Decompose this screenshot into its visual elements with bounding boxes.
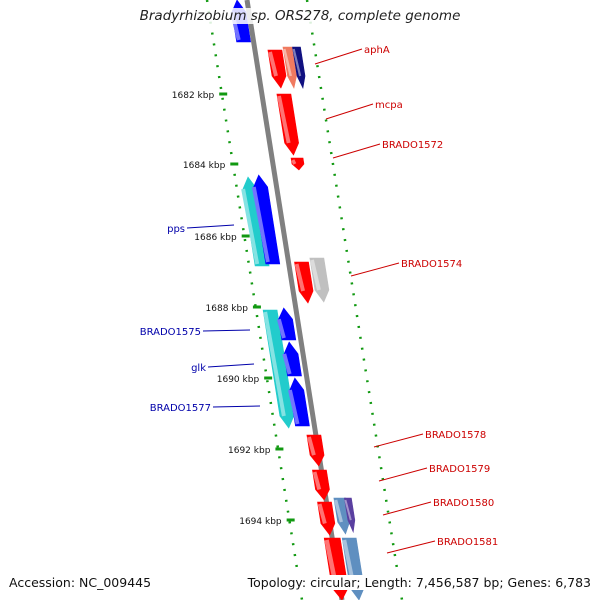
gene-label-leader xyxy=(382,501,432,516)
gene-label-leader xyxy=(378,467,428,482)
gene-label-pps[interactable]: pps xyxy=(167,224,235,235)
gene-aphA-neighbor[interactable] xyxy=(292,46,306,89)
gene-label-BRADO1574[interactable]: BRADO1574 xyxy=(350,259,462,277)
gene-label-text[interactable]: BRADO1580 xyxy=(433,498,494,509)
gene-BRADO1575-cyan[interactable] xyxy=(262,309,295,429)
gene-label-text[interactable]: BRADO1581 xyxy=(437,537,498,548)
gene-label-glk[interactable]: glk xyxy=(191,363,255,374)
gene-label-text[interactable]: glk xyxy=(191,363,206,374)
gene-BRADO1572-highlight xyxy=(291,159,297,165)
gene-aphA-highlight xyxy=(268,51,278,77)
ruler-tick-label: 1682 kbp xyxy=(172,91,215,101)
gene-BRADO1580-neighbor-highlight xyxy=(344,499,352,521)
gene-aphA-partner[interactable] xyxy=(282,46,297,89)
gene-label-BRADO1579[interactable]: BRADO1579 xyxy=(378,464,490,482)
gene-pps-body xyxy=(253,174,281,265)
gene-feature-layer[interactable] xyxy=(230,0,365,600)
gene-BRADO1577-highlight xyxy=(288,389,300,425)
gene-label-leader xyxy=(373,433,424,448)
gene-label-aphA[interactable]: aphA xyxy=(314,45,390,65)
gene-label-leader xyxy=(186,224,235,229)
gene-label-text[interactable]: BRADO1574 xyxy=(401,259,462,270)
gene-BRADO1579[interactable] xyxy=(312,469,330,501)
gene-BRADO1578-highlight xyxy=(307,436,316,456)
gene-label-text[interactable]: pps xyxy=(167,224,185,235)
gene-label-layer[interactable]: aphA mcpa BRADO1572 BRADO1574 BRADO1578 BRADO… xyxy=(140,45,499,554)
gene-mcpa[interactable] xyxy=(276,93,299,156)
guide-line-left xyxy=(205,0,304,600)
gene-BRADO1579-highlight xyxy=(312,471,322,491)
gene-label-text[interactable]: aphA xyxy=(364,45,390,56)
gene-BRADO1580[interactable] xyxy=(317,501,336,536)
gene-label-BRADO1578[interactable]: BRADO1578 xyxy=(373,430,486,448)
accession-text: Accession: NC_009445 xyxy=(9,575,152,590)
gene-BRADO1575-highlight xyxy=(276,318,286,339)
gene-pps-cyan-highlight xyxy=(241,188,260,265)
gene-label-leader xyxy=(325,103,374,120)
gene-BRADO1574[interactable] xyxy=(294,261,314,304)
kbp-ruler: 1682 kbp 1684 kbp 1686 kbp 1688 kbp 1690 kbp… xyxy=(172,91,295,527)
gene-label-BRADO1572[interactable]: BRADO1572 xyxy=(332,140,443,159)
gene-BRADO1577[interactable] xyxy=(288,377,310,427)
genome-backbone xyxy=(244,0,345,600)
ruler-tick-label: 1692 kbp xyxy=(228,446,271,456)
gene-label-mcpa[interactable]: mcpa xyxy=(325,100,403,120)
gene-BRADO1580-highlight xyxy=(317,503,327,524)
gene-glk-highlight xyxy=(282,353,292,375)
gene-label-leader xyxy=(212,405,261,408)
gene-label-text[interactable]: BRADO1575 xyxy=(140,327,201,338)
gene-BRADO1580-partner-highlight xyxy=(334,499,343,523)
gene-label-leader xyxy=(314,48,363,65)
ruler-tick-label: 1688 kbp xyxy=(206,304,249,314)
map-title: Bradyrhizobium sp. ORS278, complete geno… xyxy=(0,8,600,24)
gene-label-leader xyxy=(207,363,255,368)
gene-label-text[interactable]: BRADO1572 xyxy=(382,140,443,151)
gene-label-leader xyxy=(350,262,400,277)
gene-label-BRADO1577[interactable]: BRADO1577 xyxy=(150,403,261,414)
gene-aphA[interactable] xyxy=(267,49,287,89)
gene-glk[interactable] xyxy=(282,341,302,377)
gene-label-BRADO1575[interactable]: BRADO1575 xyxy=(140,327,251,338)
genome-summary-text: Topology: circular; Length: 7,456,587 bp… xyxy=(247,575,591,590)
gene-BRADO1572[interactable] xyxy=(290,157,305,171)
gene-label-BRADO1580[interactable]: BRADO1580 xyxy=(382,498,494,516)
gene-mcpa-highlight xyxy=(277,95,291,144)
ruler-tick-label: 1690 kbp xyxy=(217,375,260,385)
gene-BRADO1575-cyan-highlight xyxy=(263,311,286,417)
gene-pps-highlight xyxy=(251,186,270,263)
gene-label-BRADO1581[interactable]: BRADO1581 xyxy=(386,537,498,554)
dotted-guide-layer xyxy=(205,0,404,600)
gene-label-text[interactable]: mcpa xyxy=(375,100,403,111)
gene-label-leader xyxy=(386,540,436,554)
gene-label-leader xyxy=(202,329,251,332)
gene-BRADO1574-gray[interactable] xyxy=(309,257,330,303)
gene-BRADO1574-gray-highlight xyxy=(310,259,321,291)
gene-aphA-neighbor-highlight xyxy=(292,48,302,77)
gene-label-text[interactable]: BRADO1578 xyxy=(425,430,486,441)
gene-label-leader xyxy=(332,143,381,159)
gene-label-text[interactable]: BRADO1577 xyxy=(150,403,211,414)
gene-label-text[interactable]: BRADO1579 xyxy=(429,464,490,475)
ruler-tick-label: 1686 kbp xyxy=(194,233,237,243)
ruler-tick-label: 1684 kbp xyxy=(183,161,226,171)
guide-line-right xyxy=(305,0,404,600)
gene-BRADO1574-highlight xyxy=(294,263,305,292)
ruler-tick-label: 1694 kbp xyxy=(239,517,282,527)
gene-pps[interactable] xyxy=(251,174,281,265)
gene-BRADO1580-neighbor[interactable] xyxy=(343,497,356,534)
gene-aphA-partner-highlight xyxy=(283,48,293,77)
gene-BRADO1575[interactable] xyxy=(276,307,297,341)
gene-BRADO1578[interactable] xyxy=(306,434,325,467)
